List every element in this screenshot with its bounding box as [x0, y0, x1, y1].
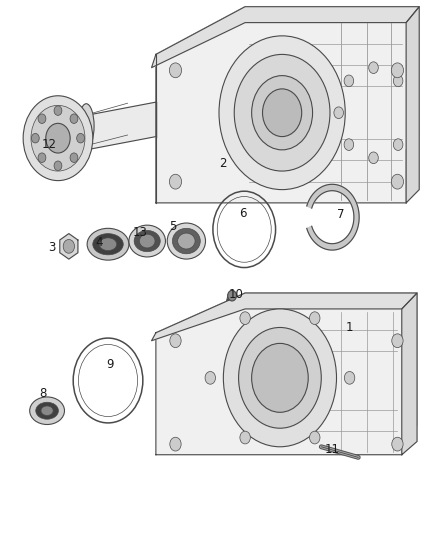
Circle shape [54, 106, 62, 115]
Circle shape [240, 431, 251, 444]
Circle shape [38, 153, 46, 163]
Circle shape [344, 139, 353, 150]
Ellipse shape [129, 225, 166, 257]
Ellipse shape [93, 233, 123, 255]
Ellipse shape [99, 238, 117, 251]
Text: 8: 8 [39, 387, 46, 400]
Circle shape [170, 174, 182, 189]
Circle shape [63, 239, 74, 253]
Ellipse shape [87, 228, 129, 260]
Circle shape [262, 89, 302, 136]
Polygon shape [60, 233, 78, 259]
Text: 4: 4 [95, 236, 103, 249]
Circle shape [32, 133, 39, 143]
Circle shape [219, 36, 345, 190]
Circle shape [391, 174, 403, 189]
Ellipse shape [78, 104, 94, 148]
Circle shape [223, 309, 336, 447]
Circle shape [240, 312, 251, 325]
Circle shape [228, 290, 237, 301]
Circle shape [234, 54, 330, 171]
Circle shape [70, 153, 78, 163]
Circle shape [77, 133, 85, 143]
Ellipse shape [134, 230, 160, 252]
Text: 3: 3 [48, 241, 55, 254]
Text: 12: 12 [42, 138, 57, 151]
Ellipse shape [36, 402, 58, 419]
Circle shape [23, 96, 93, 181]
Circle shape [239, 327, 321, 428]
Circle shape [369, 152, 378, 164]
Circle shape [334, 107, 343, 118]
Ellipse shape [41, 406, 53, 416]
Ellipse shape [173, 228, 200, 254]
Circle shape [170, 334, 181, 348]
Text: 11: 11 [325, 443, 339, 456]
Circle shape [252, 343, 308, 413]
Ellipse shape [178, 233, 195, 249]
Circle shape [393, 75, 403, 87]
Circle shape [344, 372, 355, 384]
Circle shape [393, 139, 403, 150]
Circle shape [54, 161, 62, 171]
Text: 13: 13 [132, 225, 147, 239]
Polygon shape [86, 102, 156, 150]
Circle shape [392, 437, 403, 451]
Text: 10: 10 [229, 288, 244, 301]
Text: 6: 6 [239, 207, 247, 220]
Circle shape [344, 75, 353, 87]
Circle shape [38, 114, 46, 124]
Polygon shape [156, 7, 419, 203]
Circle shape [310, 312, 320, 325]
Circle shape [252, 76, 313, 150]
Ellipse shape [167, 223, 205, 259]
Text: 2: 2 [219, 157, 227, 169]
Circle shape [70, 114, 78, 124]
Circle shape [369, 62, 378, 74]
Ellipse shape [30, 397, 64, 424]
Text: 1: 1 [346, 321, 353, 334]
Text: 9: 9 [106, 358, 114, 371]
Circle shape [46, 123, 70, 153]
Polygon shape [307, 184, 359, 250]
Polygon shape [152, 7, 419, 68]
Circle shape [31, 106, 85, 171]
Polygon shape [402, 293, 417, 455]
Circle shape [170, 63, 182, 78]
Ellipse shape [139, 234, 155, 248]
Polygon shape [152, 293, 417, 341]
Circle shape [170, 437, 181, 451]
Polygon shape [406, 7, 419, 203]
Text: 7: 7 [337, 208, 345, 221]
Circle shape [205, 372, 215, 384]
Text: 5: 5 [170, 220, 177, 233]
Circle shape [310, 431, 320, 444]
Circle shape [391, 63, 403, 78]
Polygon shape [156, 293, 417, 455]
Circle shape [392, 334, 403, 348]
